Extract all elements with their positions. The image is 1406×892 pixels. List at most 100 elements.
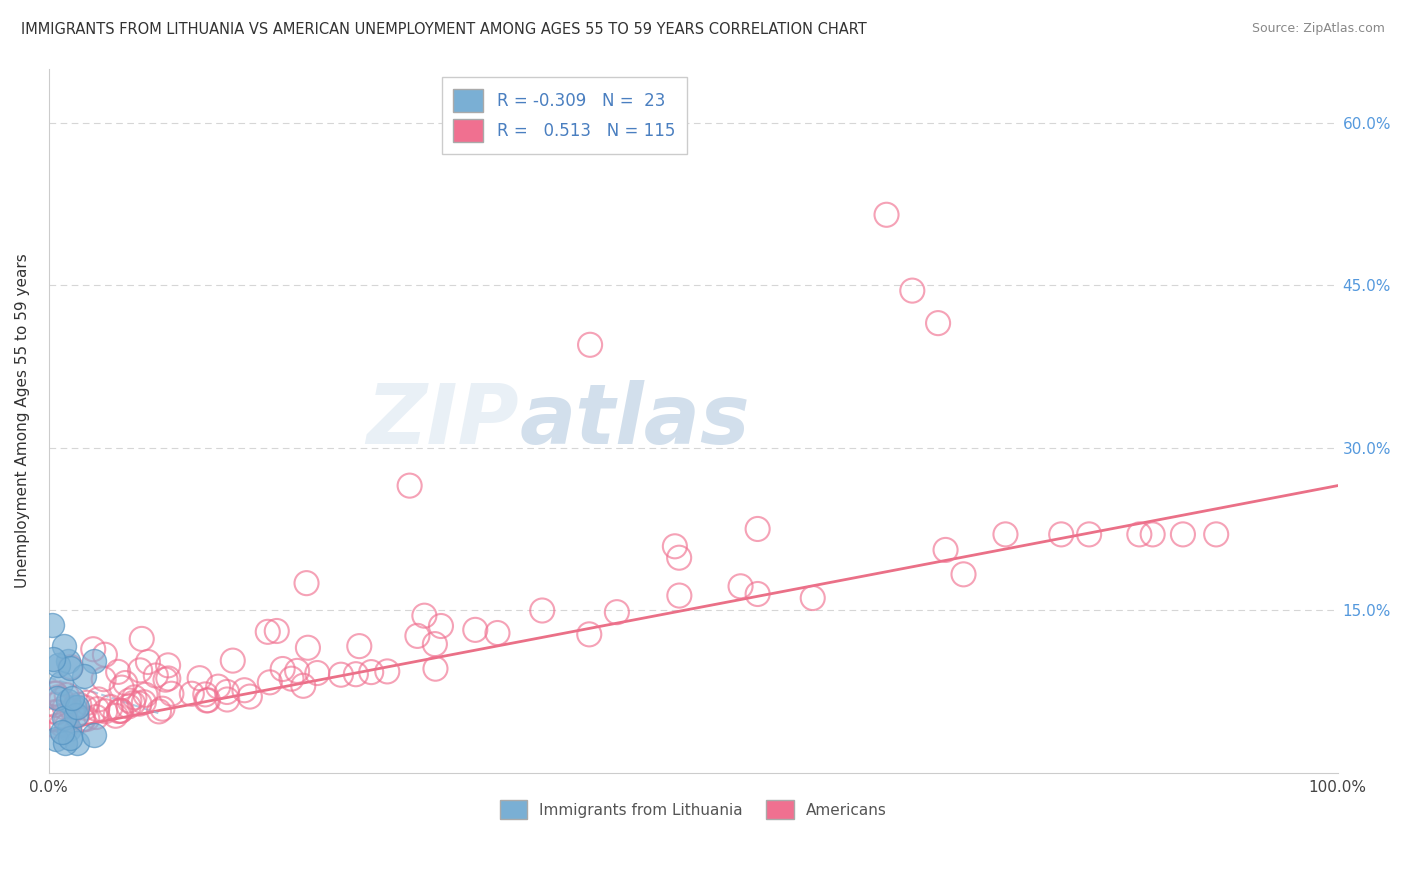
Point (107, 665, 129, 679)
Point (188, 671, 211, 685)
Point (53, 700, 76, 714)
Point (108, 704, 131, 718)
Point (87, 692, 110, 706)
Point (152, 701, 174, 715)
Point (330, 667, 353, 681)
Point (45, 731, 67, 746)
Point (51, 692, 73, 706)
Point (801, 591, 824, 605)
Text: Source: ZipAtlas.com: Source: ZipAtlas.com (1251, 22, 1385, 36)
Point (160, 687, 183, 701)
Point (180, 687, 202, 701)
Point (606, 605, 628, 619)
Point (45, 719, 67, 733)
Point (86, 702, 108, 716)
Point (292, 679, 315, 693)
Point (56, 693, 79, 707)
Point (360, 665, 382, 679)
Point (110, 704, 132, 718)
Point (668, 589, 690, 603)
Point (72, 713, 94, 727)
Point (134, 688, 156, 702)
Point (44, 713, 66, 727)
Point (58, 722, 80, 736)
Point (349, 639, 371, 653)
Point (271, 662, 294, 676)
Point (266, 624, 288, 638)
Point (747, 522, 769, 536)
Point (285, 664, 308, 678)
Point (60, 691, 83, 706)
Point (44, 698, 66, 712)
Point (63, 699, 86, 714)
Point (1171, 527, 1194, 541)
Point (344, 667, 367, 681)
Point (217, 692, 239, 706)
Y-axis label: Unemployment Among Ages 55 to 59 years: Unemployment Among Ages 55 to 59 years (15, 253, 30, 588)
Point (157, 672, 180, 686)
Point (104, 708, 127, 723)
Point (157, 658, 180, 673)
Point (45, 690, 67, 705)
Text: atlas: atlas (519, 380, 749, 461)
Point (1142, 527, 1164, 541)
Point (375, 665, 398, 679)
Point (44, 687, 66, 701)
Point (72, 713, 94, 727)
Point (935, 543, 957, 558)
Point (413, 608, 436, 623)
Point (56, 718, 79, 732)
Point (398, 478, 420, 492)
Point (66, 736, 89, 750)
Point (259, 675, 281, 690)
Point (464, 623, 486, 637)
Point (53, 639, 76, 653)
Point (59, 660, 82, 674)
Point (307, 666, 329, 681)
Point (118, 693, 141, 707)
Point (53, 711, 76, 725)
Point (83, 729, 105, 743)
Point (128, 697, 150, 711)
Point (423, 637, 446, 651)
Point (59, 731, 82, 745)
Point (66, 699, 89, 714)
Point (73, 669, 96, 683)
Point (994, 527, 1017, 541)
Point (55, 735, 77, 749)
Point (901, 284, 924, 298)
Point (233, 683, 256, 698)
Point (295, 576, 318, 591)
Point (297, 640, 319, 655)
Point (65, 708, 87, 723)
Point (194, 687, 217, 701)
Point (197, 693, 219, 707)
Point (222, 654, 245, 668)
Point (876, 208, 898, 222)
Point (952, 567, 974, 582)
Point (1128, 527, 1150, 541)
Point (131, 632, 153, 646)
Point (256, 624, 278, 639)
Point (66, 709, 89, 723)
Point (56, 654, 79, 668)
Point (46, 705, 69, 719)
Point (155, 673, 177, 687)
Point (55, 713, 77, 727)
Point (60, 704, 83, 718)
Point (579, 338, 602, 352)
Point (145, 668, 167, 682)
Point (83, 654, 105, 668)
Point (1078, 527, 1101, 541)
Point (425, 662, 447, 676)
Point (148, 705, 170, 719)
Point (531, 603, 554, 617)
Point (668, 550, 690, 565)
Point (114, 676, 136, 690)
Point (730, 579, 752, 593)
Point (1205, 527, 1227, 541)
Point (406, 629, 429, 643)
Point (46, 690, 69, 705)
Point (430, 619, 453, 633)
Point (49, 676, 72, 690)
